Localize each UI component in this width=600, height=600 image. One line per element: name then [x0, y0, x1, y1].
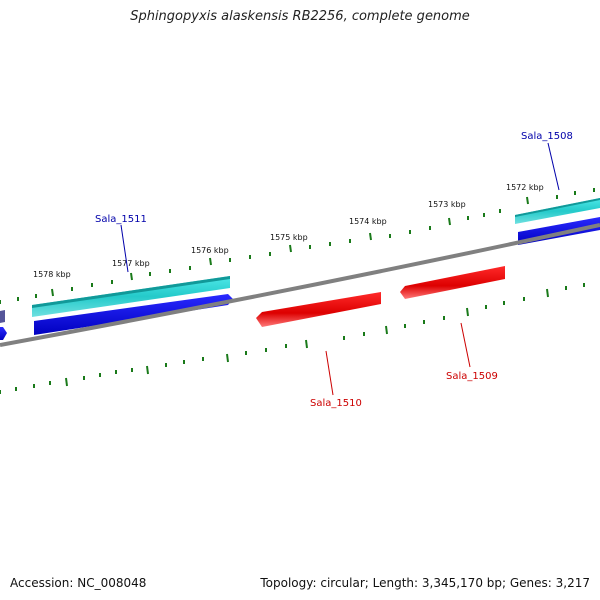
scale-label: 1573 kbp	[428, 200, 466, 209]
forward-strand-features	[0, 198, 600, 340]
leader-line-sala-1508	[547, 142, 560, 191]
tick-mark-major	[51, 288, 54, 297]
map-title: Sphingopyxis alaskensis RB2256, complete…	[130, 9, 470, 24]
tick-mark-major	[130, 272, 133, 281]
cds-feature-sala-1509[interactable]	[400, 266, 505, 299]
leader-line-sala-1510	[325, 350, 334, 396]
scale-label: 1577 kbp	[112, 259, 150, 268]
partial-feature-left	[0, 310, 5, 323]
scale-label: 1572 kbp	[506, 183, 544, 192]
tick-mark-major	[526, 196, 529, 205]
tick-mark-major	[226, 353, 229, 363]
genome-summary-label: Topology: circular; Length: 3,345,170 bp…	[260, 576, 590, 590]
scale-label: 1576 kbp	[191, 246, 229, 255]
outer-scale-ring	[0, 188, 595, 304]
tick-mark-major	[289, 244, 292, 253]
tick-mark-major	[146, 365, 149, 375]
gene-feature-sala-1508[interactable]	[515, 198, 600, 224]
gene-feature-sala-1511-edge	[32, 276, 230, 308]
genome-backbone	[0, 223, 600, 347]
tick-mark-major	[65, 377, 68, 387]
accession-label: Accession: NC_008048	[10, 576, 147, 590]
tick-mark-major	[546, 288, 549, 298]
leader-line-sala-1511	[120, 224, 129, 273]
reverse-strand-features	[256, 266, 505, 327]
gene-label-sala-1508[interactable]: Sala_1508	[521, 131, 573, 142]
tick-mark-major	[466, 307, 469, 317]
gene-label-sala-1511[interactable]: Sala_1511	[95, 214, 147, 225]
scale-label: 1575 kbp	[270, 233, 308, 242]
gene-label-sala-1509[interactable]: Sala_1509	[446, 371, 498, 382]
cds-feature-sala-1511[interactable]	[34, 294, 233, 335]
tick-mark-major	[448, 217, 451, 226]
partial-cds-left	[0, 327, 7, 340]
inner-scale-ring	[0, 283, 585, 394]
scale-label: 1578 kbp	[33, 270, 71, 279]
tick-mark-major	[209, 257, 212, 266]
gene-feature-sala-1508-edge	[515, 198, 600, 217]
scale-label: 1574 kbp	[349, 217, 387, 226]
gene-label-sala-1510[interactable]: Sala_1510	[310, 398, 362, 409]
tick-mark-major	[385, 325, 388, 335]
tick-mark-major	[369, 232, 372, 241]
tick-mark-major	[305, 339, 308, 349]
cds-feature-sala-1510[interactable]	[256, 292, 381, 327]
leader-line-sala-1509	[460, 322, 471, 368]
